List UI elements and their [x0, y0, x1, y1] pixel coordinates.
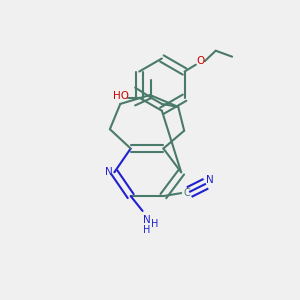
Text: O: O: [197, 56, 205, 66]
Text: C: C: [184, 188, 190, 198]
Text: HO: HO: [113, 91, 129, 101]
Text: H: H: [152, 219, 159, 229]
Text: N: N: [143, 215, 151, 225]
Text: N: N: [206, 175, 213, 185]
Text: H: H: [143, 225, 151, 235]
Text: N: N: [105, 167, 113, 177]
